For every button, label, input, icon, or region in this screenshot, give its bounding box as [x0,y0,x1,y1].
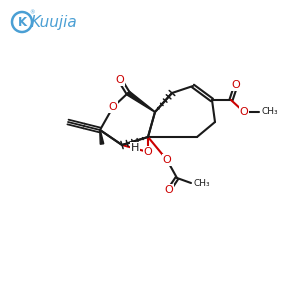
Text: CH₃: CH₃ [193,178,210,188]
Text: O: O [109,102,117,112]
Text: O: O [165,185,173,195]
Text: O: O [144,147,152,157]
Text: H: H [131,143,139,153]
Text: O: O [116,75,124,85]
Text: O: O [240,107,248,117]
Text: K: K [17,16,27,28]
Text: ®: ® [29,10,34,15]
Text: CH₃: CH₃ [261,107,278,116]
Text: Kuujia: Kuujia [31,14,77,29]
Text: O: O [163,155,171,165]
Text: O: O [232,80,240,90]
Polygon shape [127,91,155,112]
Polygon shape [100,130,104,144]
